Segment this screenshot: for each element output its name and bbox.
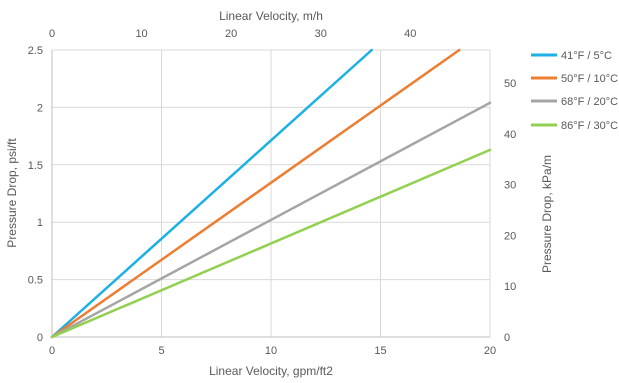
legend-label: 50°F / 10°C	[561, 73, 618, 85]
x-tick-label: 0	[49, 345, 55, 357]
legend: 41°F / 5°C 50°F / 10°C 68°F / 20°C 86°F …	[531, 50, 618, 132]
x-tick-label: 5	[158, 345, 164, 357]
y2-tick-label: 10	[504, 281, 516, 293]
legend-item: 68°F / 20°C	[531, 96, 618, 108]
x2-tick-label: 40	[404, 28, 416, 40]
x2-tick-label: 20	[225, 28, 237, 40]
x-axis-tick-labels: 0 5 10 15 20	[49, 345, 496, 357]
axes	[51, 50, 490, 338]
x-tick-label: 15	[374, 345, 386, 357]
y-tick-label: 2	[37, 102, 43, 114]
x-axis-title: Linear Velocity, gpm/ft2	[209, 364, 333, 378]
grid	[52, 49, 491, 337]
y-tick-label: 0	[37, 332, 43, 344]
x-tick-label: 20	[484, 345, 496, 357]
x-tick-label: 10	[265, 345, 277, 357]
series-line	[50, 48, 373, 339]
right-axis-tick-labels: 0 10 20 30 40 50	[504, 78, 516, 344]
y-tick-label: 2.5	[28, 45, 43, 57]
right-axis-title: Pressure Drop, kPa/m	[540, 155, 554, 273]
legend-label: 41°F / 5°C	[561, 50, 612, 62]
y-tick-label: 0.5	[28, 275, 43, 287]
y-axis-tick-labels: 0 0.5 1 1.5 2 2.5	[28, 45, 43, 344]
series-line	[50, 148, 492, 339]
x2-tick-label: 10	[135, 28, 147, 40]
legend-label: 86°F / 30°C	[561, 120, 618, 132]
legend-item: 86°F / 30°C	[531, 120, 618, 132]
y-axis-title: Pressure Drop, psi/ft	[5, 138, 19, 248]
legend-label: 68°F / 20°C	[561, 96, 618, 108]
series-line	[50, 48, 461, 339]
x2-tick-label: 30	[315, 28, 327, 40]
series-lines	[50, 48, 492, 339]
y2-tick-label: 0	[504, 332, 510, 344]
y-tick-label: 1	[37, 217, 43, 229]
y2-tick-label: 50	[504, 78, 516, 90]
legend-item: 50°F / 10°C	[531, 73, 618, 85]
y2-tick-label: 40	[504, 129, 516, 141]
y2-tick-label: 20	[504, 230, 516, 242]
y-tick-label: 1.5	[28, 160, 43, 172]
legend-item: 41°F / 5°C	[531, 50, 612, 62]
series-line	[50, 101, 492, 339]
x2-tick-label: 0	[49, 28, 55, 40]
y2-tick-label: 30	[504, 180, 516, 192]
top-axis-title: Linear Velocity, m/h	[219, 9, 323, 23]
top-axis-tick-labels: 0 10 20 30 40	[49, 28, 416, 40]
